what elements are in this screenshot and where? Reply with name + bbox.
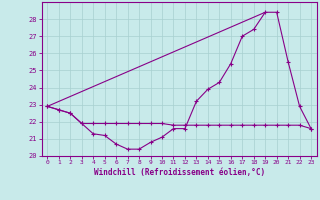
- X-axis label: Windchill (Refroidissement éolien,°C): Windchill (Refroidissement éolien,°C): [94, 168, 265, 177]
